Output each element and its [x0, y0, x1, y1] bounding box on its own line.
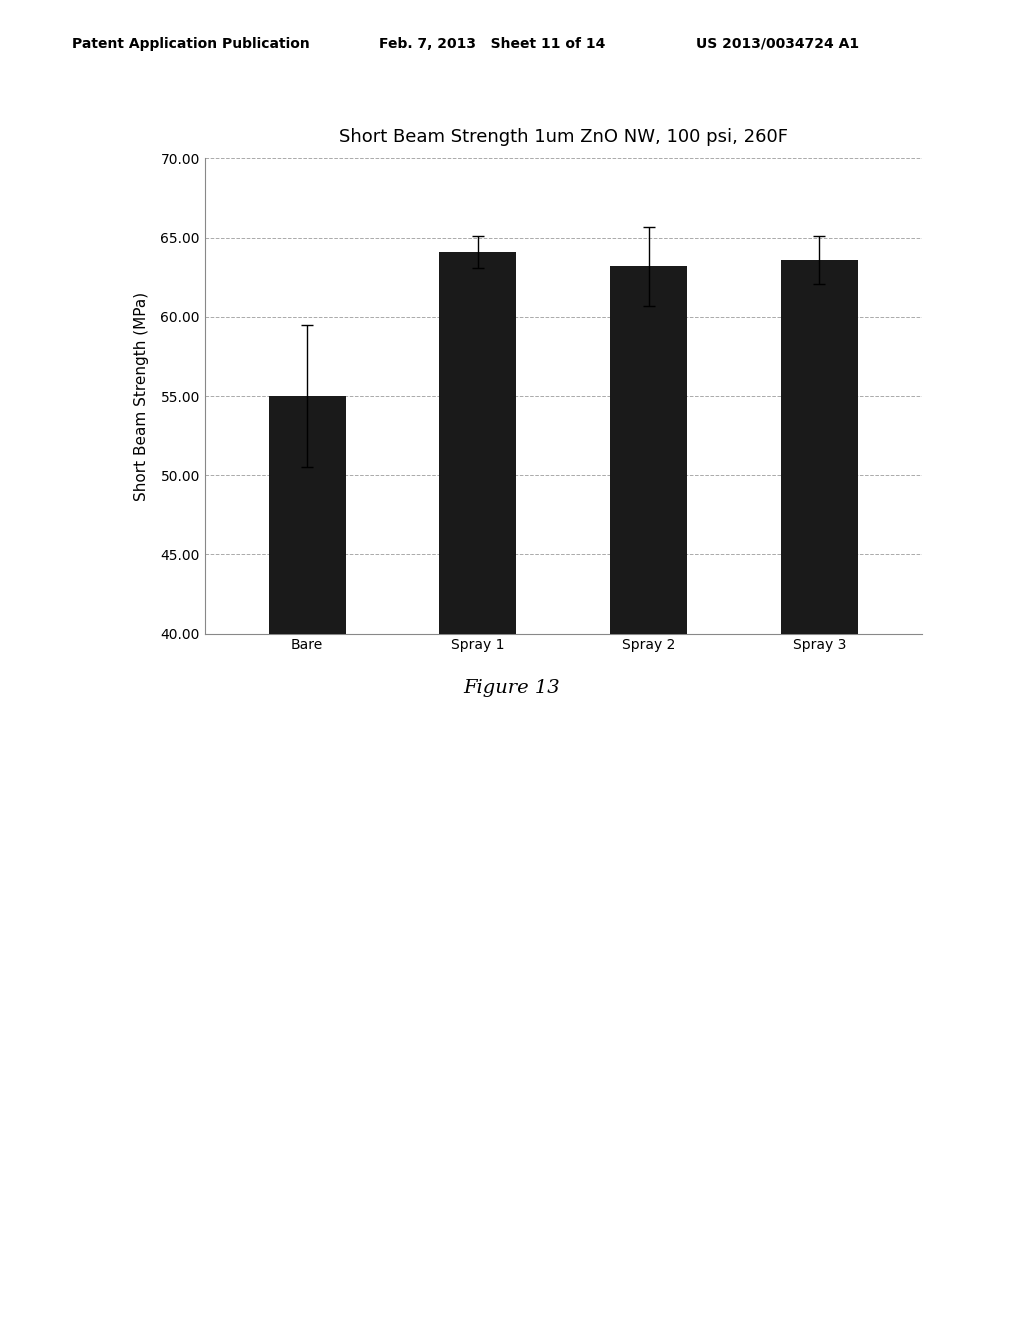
Title: Short Beam Strength 1um ZnO NW, 100 psi, 260F: Short Beam Strength 1um ZnO NW, 100 psi,… — [339, 128, 787, 145]
Bar — [610, 267, 687, 634]
Bar — [780, 260, 858, 634]
Text: Figure 13: Figure 13 — [464, 678, 560, 697]
Text: US 2013/0034724 A1: US 2013/0034724 A1 — [696, 37, 859, 51]
Bar — [439, 252, 516, 634]
Y-axis label: Short Beam Strength (MPa): Short Beam Strength (MPa) — [134, 292, 150, 500]
Text: Patent Application Publication: Patent Application Publication — [72, 37, 309, 51]
Bar — [268, 396, 346, 634]
Text: Feb. 7, 2013   Sheet 11 of 14: Feb. 7, 2013 Sheet 11 of 14 — [379, 37, 605, 51]
